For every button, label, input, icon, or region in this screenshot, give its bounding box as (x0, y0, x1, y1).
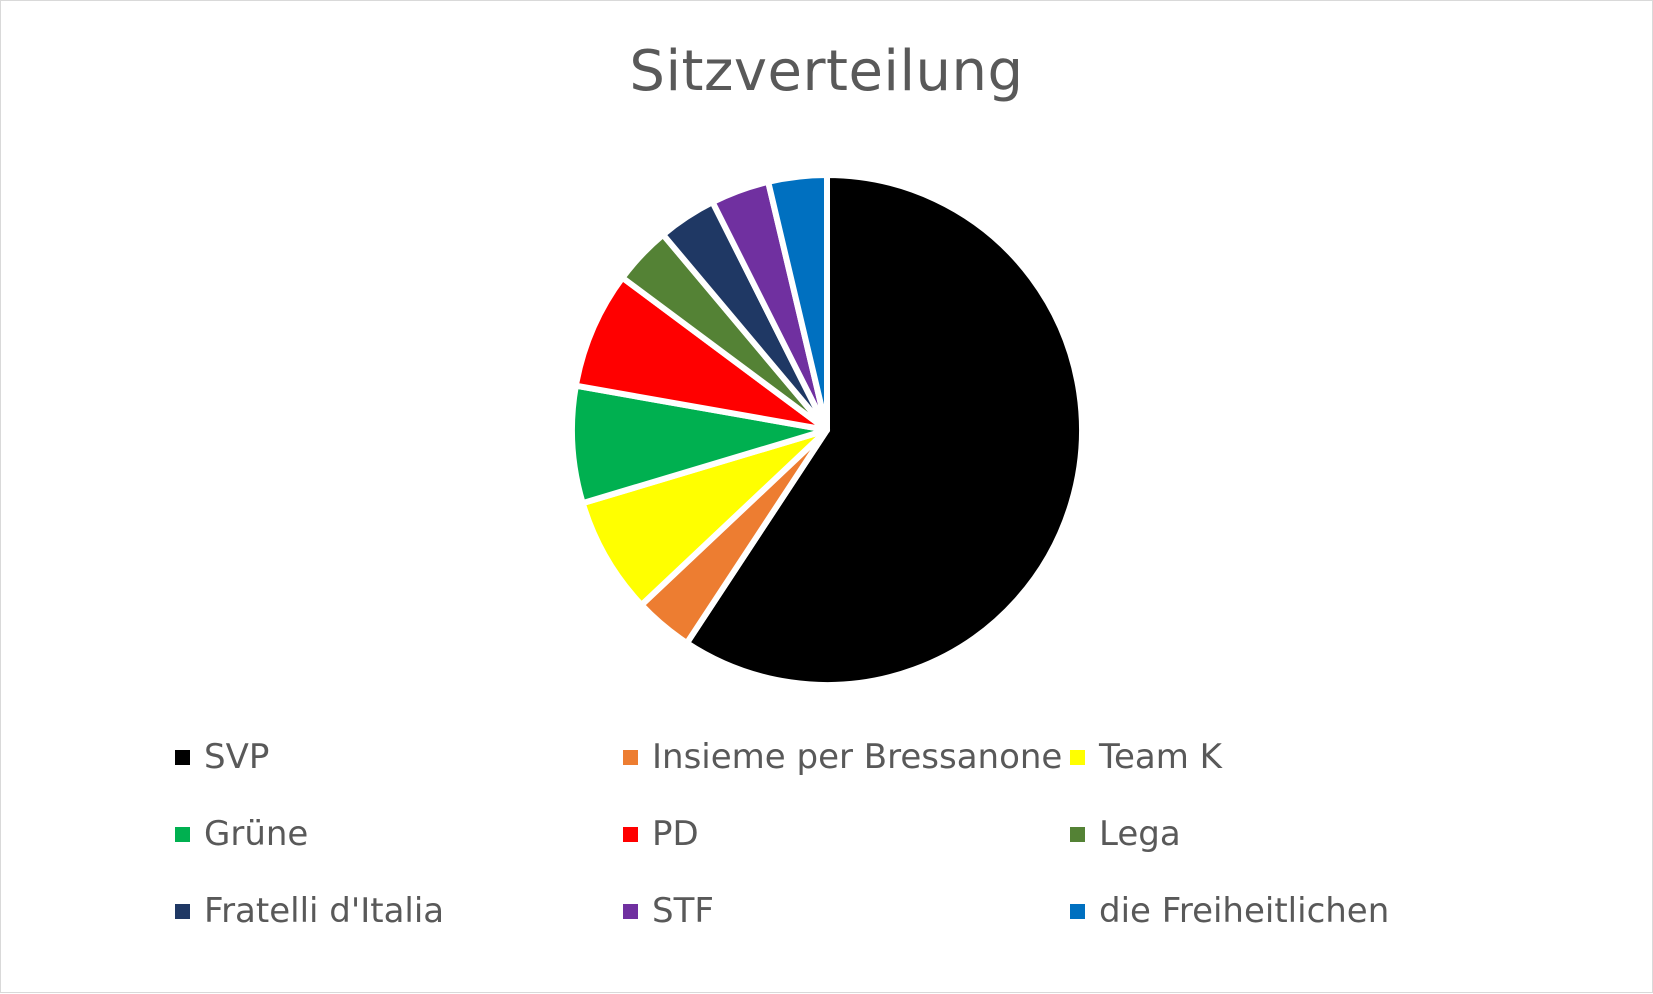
legend-swatch (623, 749, 638, 765)
legend-item-die-freiheitlichen: die Freiheitlichen (1070, 891, 1389, 931)
legend-label: Team K (1099, 737, 1222, 777)
legend-label: Fratelli d'Italia (204, 891, 445, 931)
legend-swatch (1070, 903, 1085, 919)
legend-swatch (175, 749, 190, 765)
legend-item-team-k: Team K (1070, 737, 1222, 777)
legend-swatch (623, 826, 638, 842)
legend-item-insieme-per-bressanone: Insieme per Bressanone (623, 737, 1062, 777)
legend-label: Lega (1099, 814, 1181, 854)
legend-label: STF (652, 891, 714, 931)
legend-swatch (175, 903, 190, 919)
legend-item-fratelli-d-italia: Fratelli d'Italia (175, 891, 444, 931)
legend-item-stf: STF (623, 891, 714, 931)
pie-slice-die-freiheitlichen (765, 172, 830, 433)
legend-item-gr-ne: Grüne (175, 814, 308, 854)
legend-label: PD (652, 814, 699, 854)
legend-label: Insieme per Bressanone (652, 737, 1063, 777)
pie-slice-svp (683, 172, 1085, 688)
legend-swatch (1070, 826, 1085, 842)
legend-swatch (1070, 749, 1085, 765)
legend-label: SVP (204, 737, 270, 777)
legend-item-pd: PD (623, 814, 699, 854)
legend-swatch (623, 903, 638, 919)
legend-item-svp: SVP (175, 737, 269, 777)
legend-label: die Freiheitlichen (1099, 891, 1390, 931)
legend-label: Grüne (204, 814, 309, 854)
legend-item-lega: Lega (1070, 814, 1181, 854)
chart-title: Sitzverteilung (629, 39, 1024, 104)
legend-swatch (175, 826, 190, 842)
